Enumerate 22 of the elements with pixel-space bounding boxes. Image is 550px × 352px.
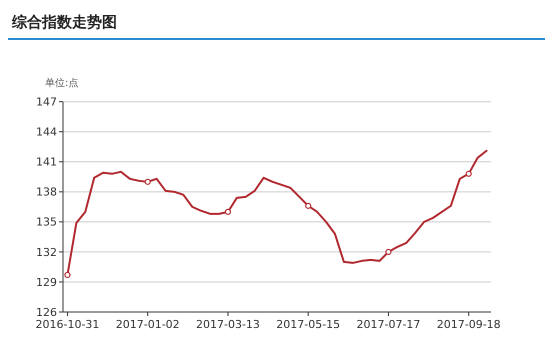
y-tick-label: 132 xyxy=(36,246,57,259)
x-tick-label: 2017-03-13 xyxy=(196,318,260,331)
y-tick-label: 147 xyxy=(36,96,57,109)
point xyxy=(385,248,392,256)
y-axis-title: 单位:点 xyxy=(45,77,78,89)
x-tick-label: 2017-09-18 xyxy=(436,318,501,331)
point xyxy=(144,178,151,185)
x-tick-label: 2017-07-17 xyxy=(356,318,420,331)
x-tick-label: 2017-05-15 xyxy=(276,318,340,331)
x-tick-label: 2016-10-31 xyxy=(35,318,100,331)
point xyxy=(466,170,472,177)
point xyxy=(224,208,232,215)
point xyxy=(305,202,312,209)
y-tick-label: 129 xyxy=(36,276,57,289)
y-tick-label: 126 xyxy=(36,306,57,319)
y-tick-label: 138 xyxy=(36,186,57,199)
x-tick-label: 2017-01-02 xyxy=(116,318,180,331)
point xyxy=(64,272,71,278)
y-tick-label: 144 xyxy=(36,126,57,139)
y-tick-label: 135 xyxy=(36,216,57,229)
y-tick-label: 141 xyxy=(36,156,57,169)
chart-title: 综合指数走势图 xyxy=(11,13,117,31)
